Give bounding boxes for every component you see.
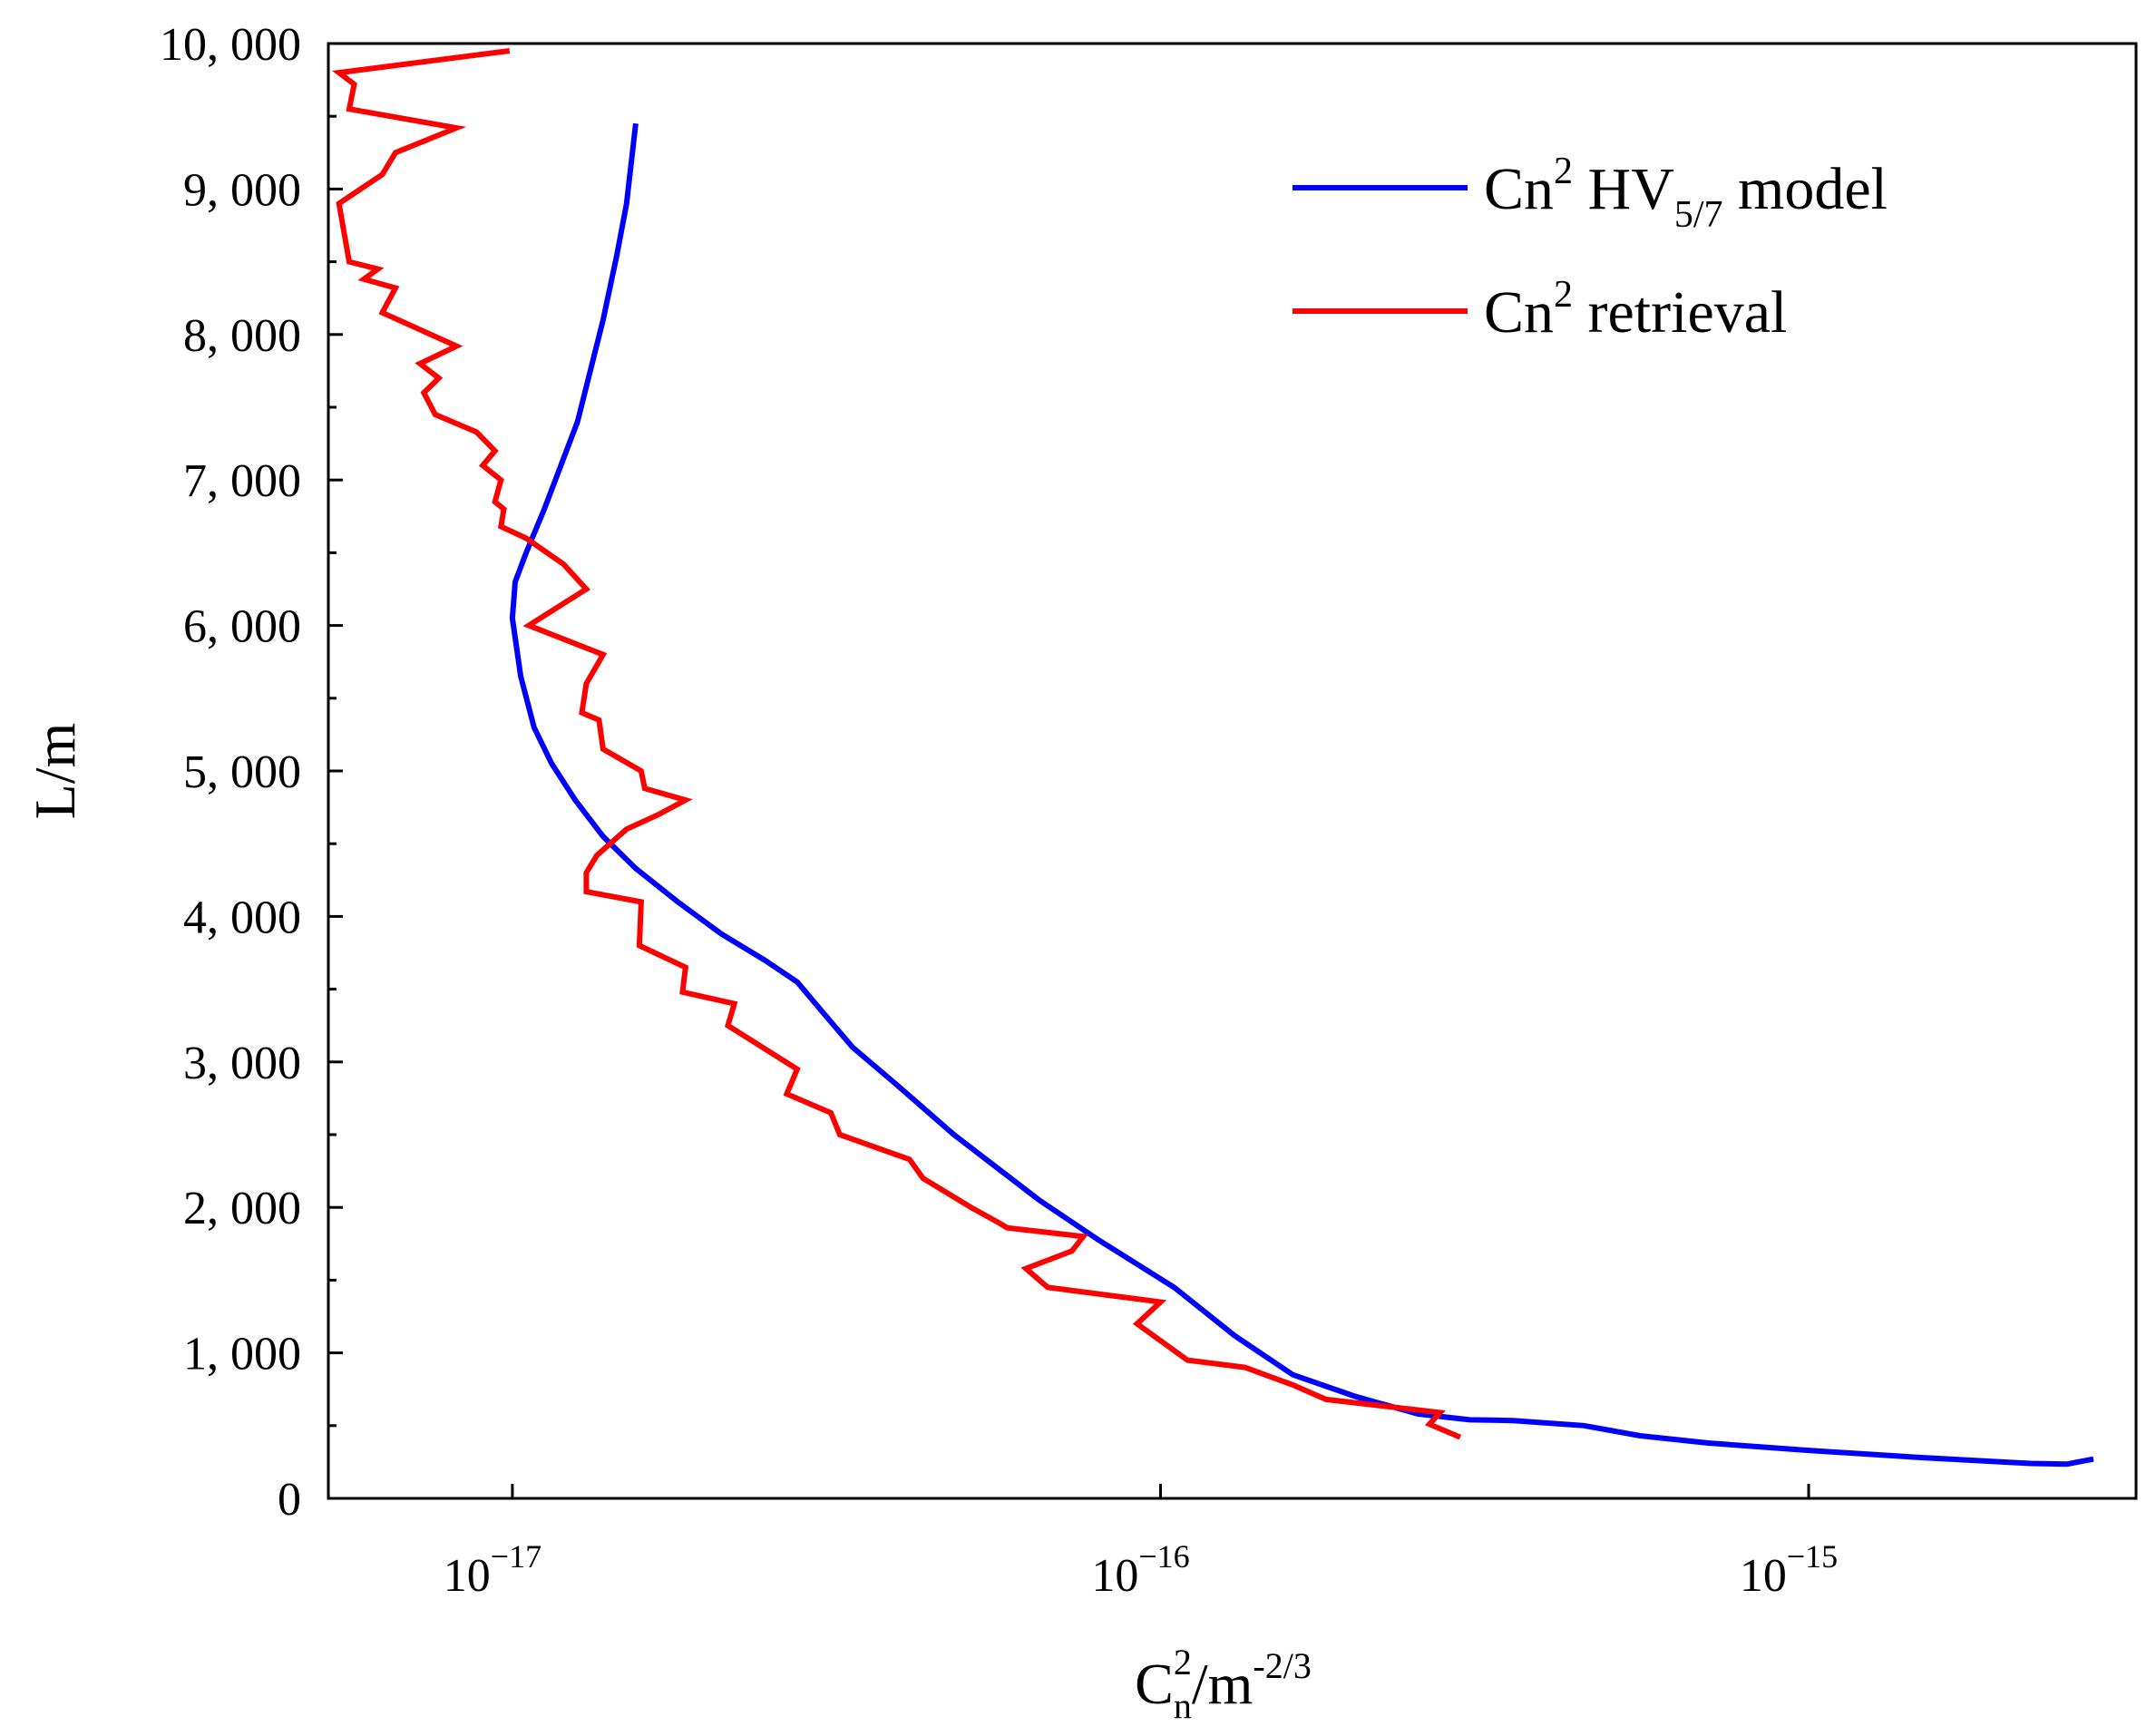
x-tick-label: 10−17 [444,1538,541,1602]
x-title-rest-sup: -2/3 [1253,1645,1311,1686]
series-line-retrieval [332,48,1462,1440]
y-tick-label: 10, 000 [160,19,301,71]
y-tick-label: 8, 000 [183,310,301,362]
legend-label: Cn2 HV5/7 model [1484,151,1888,236]
x-tick-base: 10 [444,1550,491,1602]
x-tick-label: 10−15 [1740,1538,1838,1602]
y-tick-label: 4, 000 [183,892,301,943]
legend-mid: retrieval [1573,279,1787,346]
axis-titles: L/m C2 n/m-2/3 [23,723,1312,1726]
series-layer [332,48,2094,1468]
x-tick-exponent: −17 [491,1538,541,1575]
x-title-rest: /m [1192,1652,1254,1716]
x-tick-exponent: −16 [1138,1538,1189,1575]
plot-frame [327,42,2138,1500]
ticks-layer: 0 1, 000 2, 000 3, 000 4, 000 5, 000 6, 000 7, … [160,19,1838,1602]
axes-layer [327,42,2138,1500]
legend-sub: 5/7 [1674,194,1723,236]
y-tick-label: 1, 000 [183,1329,301,1380]
y-tick-label: 6, 000 [183,601,301,653]
y-tick-label: 5, 000 [183,746,301,798]
legend-sup: 2 [1554,274,1573,316]
y-axis-title: L/m [23,723,87,820]
legend-label: Cn2 retrieval [1484,274,1787,346]
x-title-sub: n [1174,1685,1192,1726]
series-line-hv57-model [509,122,2094,1468]
y-tick-label: 0 [278,1474,301,1526]
x-tick-label: 10−16 [1091,1538,1189,1602]
legend-prefix: Cn [1484,279,1554,346]
y-tick-label: 2, 000 [183,1183,301,1234]
x-tick-base: 10 [1740,1550,1787,1602]
y-tick-label: 7, 000 [183,455,301,507]
legend-sup: 2 [1554,151,1573,192]
legend-mid: HV [1573,156,1674,222]
y-tick-label: 9, 000 [183,164,301,216]
x-tick-base: 10 [1091,1550,1138,1602]
legend-suffix: model [1723,156,1888,222]
x-title-sup: 2 [1174,1642,1192,1682]
legend-prefix: Cn [1484,156,1554,222]
y-tick-label: 3, 000 [183,1038,301,1089]
x-tick-exponent: −15 [1787,1538,1838,1575]
x-axis-title: C2 n/m-2/3 [1135,1642,1312,1726]
x-title-base: C [1135,1652,1174,1716]
